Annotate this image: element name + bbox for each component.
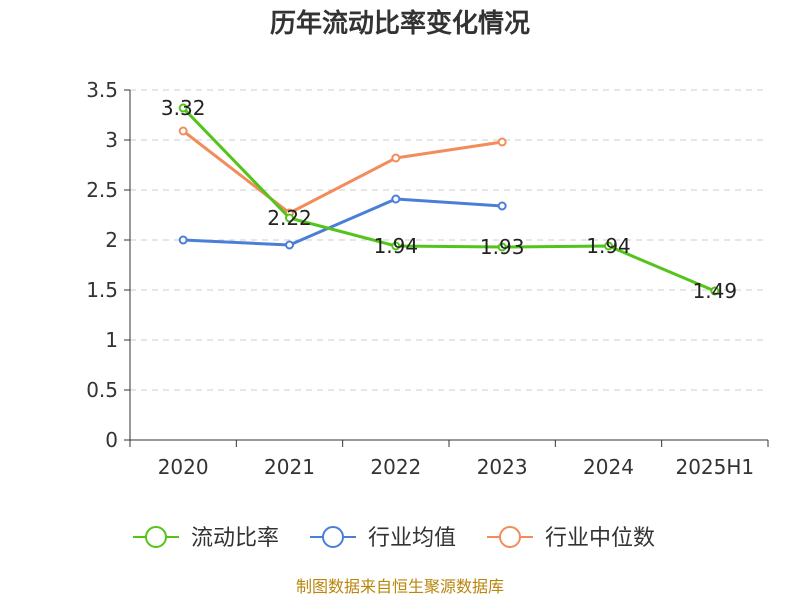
- data-point: [604, 241, 613, 251]
- series-lines: [178, 103, 720, 296]
- source-note: 制图数据来自恒生聚源数据库: [296, 577, 504, 596]
- legend-marker: [499, 526, 521, 548]
- series-line-0: [182, 106, 716, 293]
- data-label: 1.94: [374, 234, 419, 258]
- data-labels: 3.32 2.22 1.94 1.93 1.94 1.49: [161, 96, 737, 303]
- legend-label: 流动比率: [191, 526, 279, 551]
- data-point: [178, 235, 188, 245]
- legend-item: 流动比率: [133, 526, 279, 551]
- legend-marker: [322, 526, 344, 548]
- data-point: [497, 201, 507, 211]
- axes: 0 0.5 1 1.5 2 2.5 3 3.5 2020 2021 2022 2023 2024 2025…: [86, 78, 769, 479]
- data-label: 1.93: [480, 235, 525, 259]
- data-point: [391, 241, 401, 251]
- legend-marker: [145, 526, 167, 548]
- y-tick-label: 0: [105, 428, 118, 452]
- y-tick-label: 2: [105, 228, 118, 252]
- x-tick-label: 2021: [264, 455, 315, 479]
- data-point: [285, 213, 294, 223]
- y-tick-label: 3: [105, 128, 118, 152]
- y-tick-label: 0.5: [86, 378, 118, 402]
- legend: 流动比率 行业均值 行业中位数: [133, 526, 655, 551]
- data-point: [497, 242, 507, 252]
- x-tick-label: 2025H1: [675, 455, 754, 479]
- y-tick-label: 1: [105, 328, 118, 352]
- y-tick-label: 1.5: [86, 278, 118, 302]
- chart-title: 历年流动比率变化情况: [270, 8, 530, 39]
- data-label: 2.22: [267, 206, 312, 230]
- legend-label: 行业中位数: [545, 526, 655, 551]
- legend-item: 行业均值: [310, 526, 456, 551]
- x-tick-label: 2022: [370, 455, 421, 479]
- legend-item: 行业中位数: [487, 526, 655, 551]
- x-tick-label: 2024: [583, 455, 634, 479]
- data-point: [391, 153, 401, 163]
- series-line-1: [183, 197, 503, 247]
- data-label: 1.49: [693, 279, 738, 303]
- y-tick-label: 3.5: [86, 78, 118, 102]
- x-tick-label: 2023: [477, 455, 528, 479]
- data-point: [391, 194, 401, 204]
- data-point: [285, 240, 294, 250]
- y-tick-label: 2.5: [86, 178, 118, 202]
- series-line-2: [182, 129, 503, 215]
- x-tick-label: 2020: [158, 455, 209, 479]
- gridlines: [130, 89, 768, 391]
- data-point: [178, 126, 188, 136]
- data-label: 1.94: [586, 234, 631, 258]
- data-point: [497, 137, 507, 147]
- data-point: [178, 103, 188, 113]
- data-label: 3.32: [161, 96, 206, 120]
- legend-label: 行业均值: [368, 526, 456, 551]
- data-point: [710, 286, 720, 296]
